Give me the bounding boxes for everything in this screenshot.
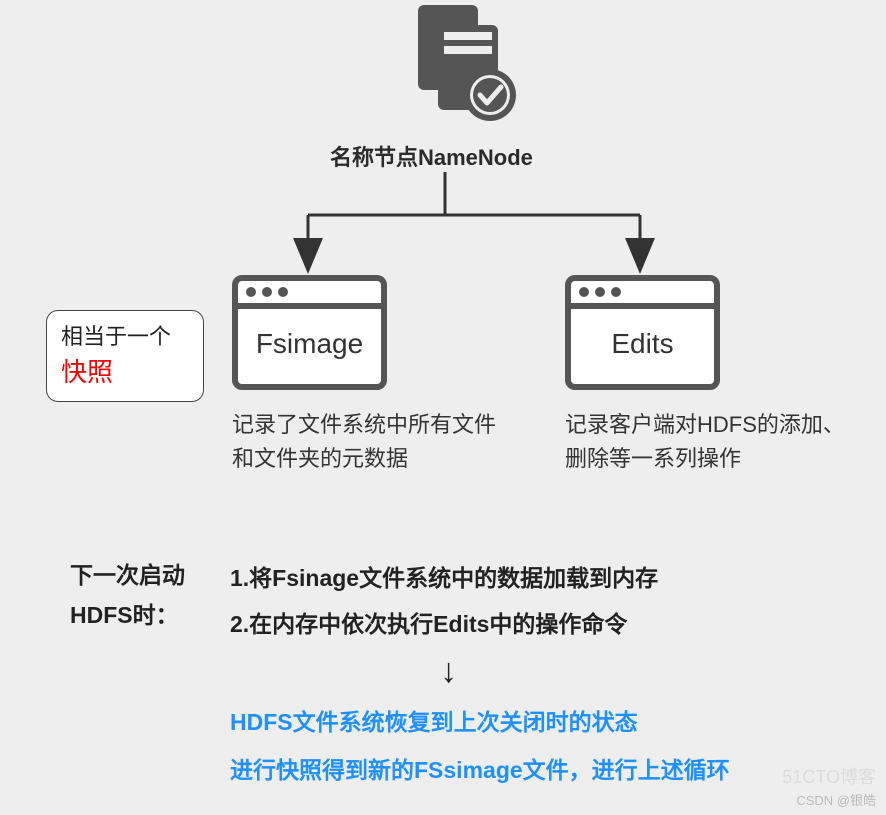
hdfs-namenode-diagram: 名称节点NameNode Fsimage Edits 相当于一个快照 记录 — [0, 0, 886, 815]
fsimage-node: Fsimage — [232, 275, 387, 390]
window-titlebar-icon — [238, 281, 381, 309]
conclusion-line-1: HDFS文件系统恢复到上次关闭时的状态 — [230, 698, 730, 746]
edits-label: Edits — [571, 309, 714, 379]
conclusion-text: HDFS文件系统恢复到上次关闭时的状态 进行快照得到新的FSsimage文件，进… — [230, 698, 730, 794]
startup-steps: 1.将Fsinage文件系统中的数据加载到内存 2.在内存中依次执行Edits中… — [230, 555, 658, 647]
callout-prefix: 相当于一个 — [61, 324, 171, 349]
down-arrow-icon: ↓ — [440, 652, 457, 691]
fsimage-description: 记录了文件系统中所有文件和文件夹的元数据 — [232, 408, 512, 476]
next-startup-section: 下一次启动HDFS时： 1.将Fsinage文件系统中的数据加载到内存 2.在内… — [70, 555, 870, 647]
next-startup-label: 下一次启动HDFS时： — [70, 555, 230, 635]
window-titlebar-icon — [571, 281, 714, 309]
fsimage-label: Fsimage — [238, 309, 381, 379]
snapshot-callout: 相当于一个快照 — [46, 310, 204, 402]
watermark-faint: 51CTO博客 — [782, 763, 876, 789]
edits-node: Edits — [565, 275, 720, 390]
step-2: 2.在内存中依次执行Edits中的操作命令 — [230, 601, 658, 647]
callout-highlight: 快照 — [61, 358, 113, 387]
conclusion-line-2: 进行快照得到新的FSsimage文件，进行上述循环 — [230, 746, 730, 794]
watermark-small: CSDN @银皓 — [796, 790, 876, 809]
edits-description: 记录客户端对HDFS的添加、删除等一系列操作 — [565, 408, 865, 476]
step-1: 1.将Fsinage文件系统中的数据加载到内存 — [230, 555, 658, 601]
